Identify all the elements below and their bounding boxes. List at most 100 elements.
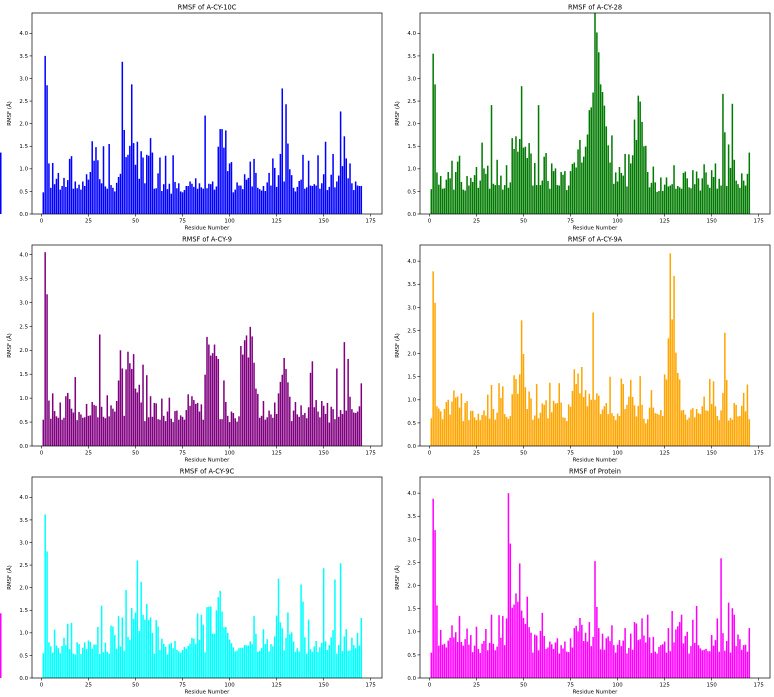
bar-residue-21 [80, 414, 82, 446]
bar-residue-153 [328, 422, 331, 446]
bar-residue-156 [334, 187, 336, 214]
bar-residue-90 [598, 628, 600, 678]
bar-residue-112 [639, 639, 641, 678]
bar-residue-100 [228, 639, 231, 678]
bar-residue-53 [140, 151, 142, 214]
bar-residue-98 [225, 130, 227, 214]
bar-residue-122 [658, 190, 660, 214]
y-tick-label: 2.5 [19, 99, 28, 105]
bar-residue-141 [305, 187, 308, 214]
bar-residue-14 [67, 623, 69, 678]
bar-residue-89 [596, 606, 598, 678]
bar-residue-63 [159, 650, 161, 678]
bar-residue-102 [232, 192, 235, 214]
bar-residue-28 [93, 404, 95, 446]
bar-residue-107 [242, 189, 244, 214]
bar-residue-119 [264, 419, 267, 446]
bar-residue-124 [661, 415, 664, 446]
bar-residue-1 [430, 189, 433, 214]
bar-residue-77 [573, 628, 576, 678]
y-axis-label: RMSF (Å) [6, 333, 13, 358]
bar-residue-88 [206, 188, 208, 214]
bar-residue-42 [507, 418, 510, 446]
bar-residue-136 [296, 648, 299, 678]
bar-residue-3 [434, 530, 436, 678]
bar-residue-69 [170, 418, 172, 446]
bar-residue-73 [178, 651, 180, 678]
bar-residue-154 [718, 420, 720, 446]
bar-residue-9 [445, 402, 448, 446]
bar-residue-127 [279, 153, 282, 214]
bar-residue-110 [247, 177, 250, 214]
bar-residue-12 [63, 177, 65, 214]
bar-residue-163 [347, 358, 349, 446]
bar-residue-98 [613, 183, 615, 214]
bar-residue-46 [515, 136, 517, 214]
x-tick-label: 100 [612, 219, 623, 225]
bar-residue-119 [264, 644, 267, 678]
x-tick-label: 125 [659, 219, 669, 225]
bar-residue-71 [562, 174, 564, 214]
bar-residue-64 [161, 190, 163, 214]
bar-residue-68 [556, 638, 559, 678]
bar-residue-105 [238, 648, 240, 678]
bar-residue-170 [748, 152, 751, 214]
bar-residue-142 [695, 605, 698, 678]
bar-residue-67 [166, 189, 169, 214]
bar-residue-144 [699, 190, 702, 214]
bar-residue-50 [134, 388, 137, 446]
bar-residue-3 [46, 551, 48, 678]
bar-residue-46 [127, 636, 129, 678]
bar-residue-100 [616, 181, 619, 214]
bar-residue-114 [643, 418, 645, 446]
bar-residue-17 [72, 188, 75, 214]
bar-residue-75 [569, 638, 572, 678]
bar-residue-21 [80, 189, 82, 214]
bar-residue-68 [556, 403, 559, 446]
bar-residue-75 [569, 171, 572, 214]
bar-residue-27 [91, 401, 93, 446]
bar-residue-30 [485, 629, 487, 678]
bar-residue-152 [326, 190, 329, 214]
bar-residue-89 [208, 344, 210, 446]
bar-residue-86 [202, 188, 204, 214]
bar-residue-29 [483, 410, 485, 446]
bar-residue-82 [582, 397, 585, 446]
bar-residue-91 [599, 84, 602, 215]
x-tick-label: 150 [707, 219, 718, 225]
bar-residue-16 [70, 156, 73, 214]
x-tick-label: 150 [319, 219, 330, 225]
subplot-title: RMSF of A-CY-28 [568, 4, 622, 12]
bar-residue-106 [240, 345, 242, 446]
bar-residue-149 [321, 642, 323, 678]
bar-residue-35 [494, 185, 497, 214]
bar-residue-94 [217, 146, 220, 214]
bar-residue-83 [584, 146, 587, 214]
y-tick-label: 1.5 [407, 607, 416, 613]
y-tick-label: 2.0 [407, 583, 416, 589]
bar-residue-107 [242, 647, 244, 678]
bar-residue-28 [481, 643, 483, 678]
bar-residue-87 [204, 652, 206, 678]
bar-residue-144 [311, 651, 314, 678]
bar-residue-132 [677, 186, 679, 214]
bar-residue-52 [138, 631, 141, 678]
bar-residue-108 [631, 397, 634, 446]
bar-residue-156 [722, 633, 724, 678]
bar-residue-33 [102, 416, 105, 446]
bar-residue-43 [509, 182, 512, 214]
bar-residue-13 [453, 189, 455, 214]
bar-residue-126 [277, 578, 280, 678]
bar-residue-31 [98, 179, 101, 214]
bar-residue-110 [635, 139, 638, 214]
bar-residue-80 [579, 139, 581, 214]
bar-residue-6 [51, 162, 54, 214]
bar-residue-5 [50, 646, 52, 678]
bar-residue-111 [249, 161, 252, 214]
bar-residue-96 [609, 376, 611, 446]
bar-residue-127 [667, 628, 670, 678]
bar-residue-117 [260, 190, 263, 214]
bar-residue-158 [337, 645, 340, 678]
bar-residue-38 [112, 408, 114, 446]
